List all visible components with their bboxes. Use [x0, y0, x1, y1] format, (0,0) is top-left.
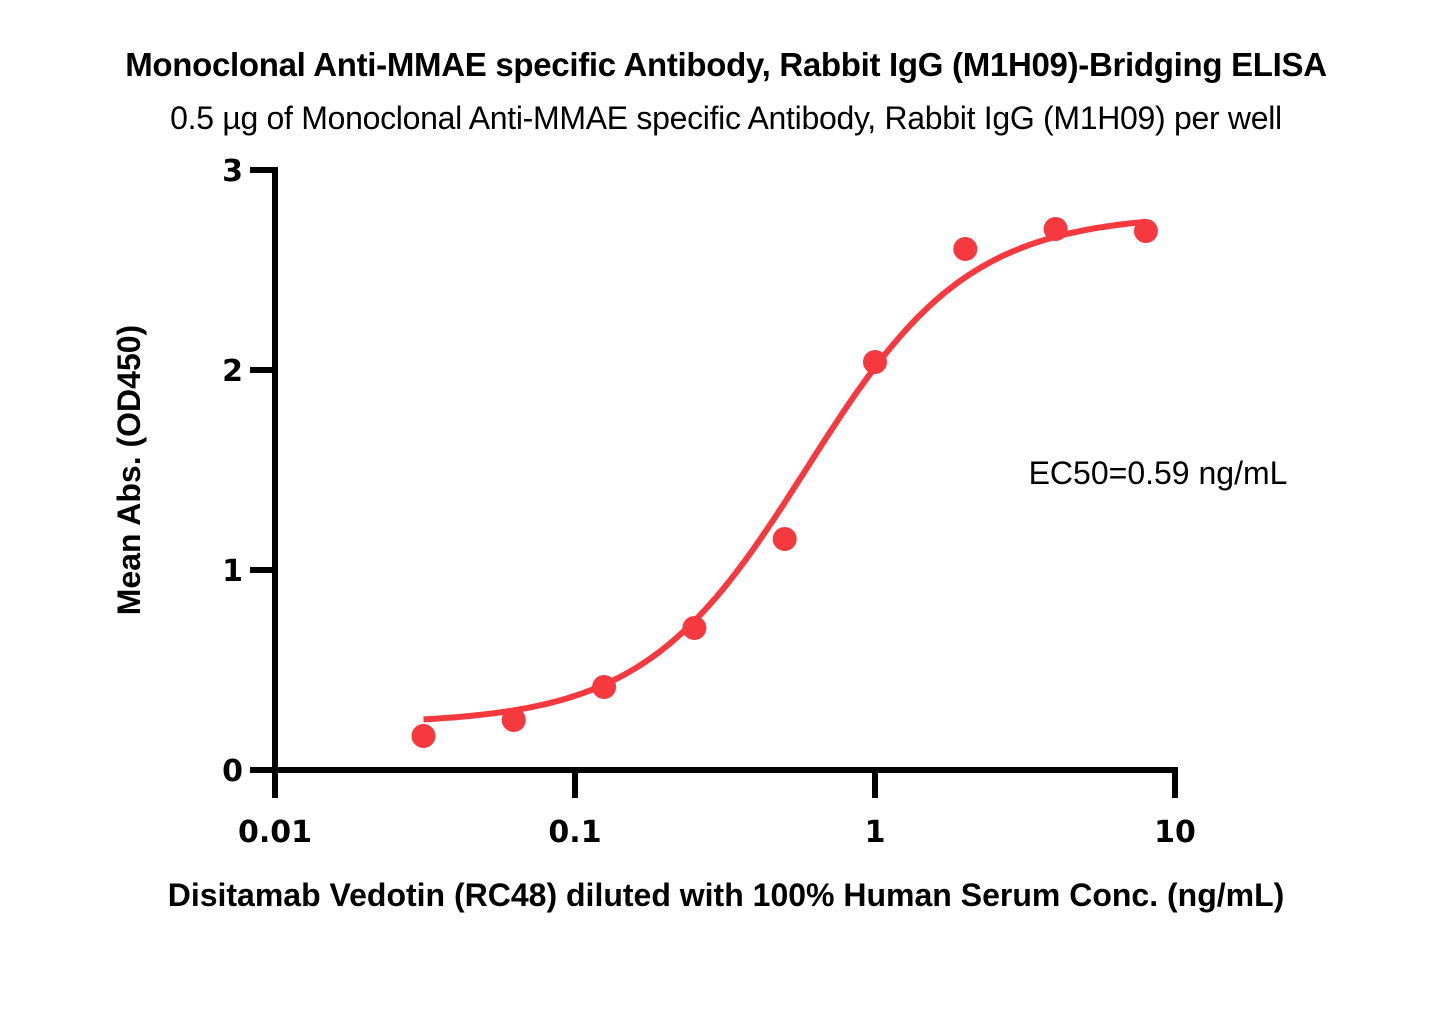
- ticks: 0 1 2 3 0.01 0.1 1 10: [222, 154, 1196, 850]
- x-tick-label: 10: [1154, 815, 1196, 850]
- data-point: [1043, 217, 1068, 241]
- data-point: [772, 527, 797, 551]
- chart-title: Monoclonal Anti-MMAE specific Antibody, …: [125, 46, 1327, 83]
- y-tick-label: 1: [222, 554, 243, 589]
- y-tick-label: 3: [222, 154, 243, 189]
- data-point: [1133, 219, 1158, 243]
- data-point: [501, 708, 526, 732]
- ec50-annotation: EC50=0.59 ng/mL: [1029, 455, 1288, 491]
- x-tick-label: 0.01: [238, 815, 312, 850]
- y-tick-label: 2: [222, 354, 243, 389]
- data-point: [863, 350, 887, 374]
- x-tick-label: 0.1: [548, 815, 601, 850]
- x-axis-label: Disitamab Vedotin (RC48) diluted with 10…: [168, 877, 1285, 913]
- x-tick-label: 1: [865, 815, 886, 850]
- y-axis-label: Mean Abs. (OD450): [111, 325, 147, 615]
- y-tick-label: 0: [222, 754, 243, 789]
- data-point: [953, 237, 978, 261]
- fit-curve: [423, 218, 1147, 723]
- data-point: [682, 616, 707, 640]
- data-point: [411, 724, 436, 748]
- axes: [250, 167, 1178, 798]
- chart-subtitle: 0.5 µg of Monoclonal Anti-MMAE specific …: [170, 100, 1282, 136]
- data-points: [411, 217, 1158, 748]
- data-point: [592, 675, 617, 699]
